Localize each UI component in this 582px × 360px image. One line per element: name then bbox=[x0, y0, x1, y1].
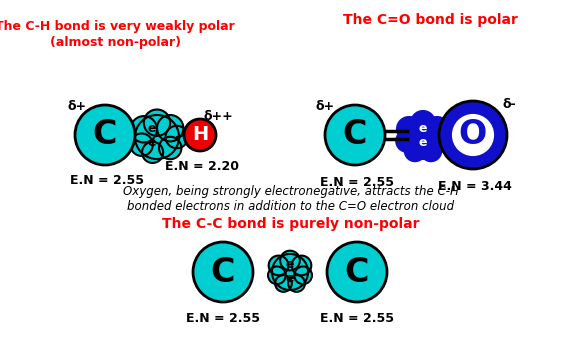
Text: E.N = 2.55: E.N = 2.55 bbox=[186, 312, 260, 325]
Circle shape bbox=[411, 111, 435, 135]
Text: The C=O bond is polar: The C=O bond is polar bbox=[343, 13, 517, 27]
Circle shape bbox=[269, 256, 288, 275]
Text: e: e bbox=[286, 271, 294, 284]
Text: δ+: δ+ bbox=[68, 100, 87, 113]
Text: δ-: δ- bbox=[502, 99, 516, 112]
Circle shape bbox=[142, 142, 163, 163]
Circle shape bbox=[397, 117, 421, 141]
Text: The C-C bond is purely non-polar: The C-C bond is purely non-polar bbox=[162, 217, 420, 231]
Text: e: e bbox=[419, 122, 427, 135]
Circle shape bbox=[452, 114, 494, 156]
Text: E.N = 2.55: E.N = 2.55 bbox=[320, 176, 394, 189]
Text: C: C bbox=[345, 256, 369, 288]
Circle shape bbox=[325, 105, 385, 165]
Text: Oxygen, being strongly electronegative, attracts the C-H: Oxygen, being strongly electronegative, … bbox=[123, 185, 459, 198]
Circle shape bbox=[288, 275, 305, 292]
Circle shape bbox=[135, 115, 179, 159]
Text: C: C bbox=[211, 256, 235, 288]
Circle shape bbox=[421, 141, 441, 161]
Circle shape bbox=[130, 116, 157, 143]
Circle shape bbox=[159, 137, 182, 159]
Circle shape bbox=[268, 266, 286, 284]
Text: δ++: δ++ bbox=[203, 111, 233, 123]
Text: C: C bbox=[93, 118, 117, 152]
Circle shape bbox=[439, 101, 507, 169]
Circle shape bbox=[280, 251, 300, 270]
Circle shape bbox=[157, 115, 183, 141]
Text: E.N = 2.20: E.N = 2.20 bbox=[165, 161, 239, 174]
Circle shape bbox=[184, 119, 216, 151]
Text: e: e bbox=[148, 122, 156, 135]
Text: The C-H bond is very weakly polar
(almost non-polar): The C-H bond is very weakly polar (almos… bbox=[0, 20, 235, 49]
Text: H: H bbox=[192, 126, 208, 144]
Circle shape bbox=[405, 141, 425, 161]
Text: E.N = 2.55: E.N = 2.55 bbox=[320, 312, 394, 325]
Circle shape bbox=[144, 109, 170, 136]
Circle shape bbox=[327, 242, 387, 302]
Circle shape bbox=[425, 117, 449, 141]
Text: bonded electrons in addition to the C=O electron cloud: bonded electrons in addition to the C=O … bbox=[127, 201, 455, 213]
Text: δ+: δ+ bbox=[315, 100, 335, 113]
Circle shape bbox=[166, 126, 188, 148]
Circle shape bbox=[292, 256, 311, 275]
Circle shape bbox=[75, 105, 135, 165]
Circle shape bbox=[428, 130, 450, 152]
Circle shape bbox=[275, 275, 292, 292]
Text: e: e bbox=[419, 136, 427, 149]
Text: E.N = 2.55: E.N = 2.55 bbox=[70, 174, 144, 186]
Circle shape bbox=[294, 266, 312, 284]
Text: e: e bbox=[148, 136, 156, 149]
Text: e: e bbox=[286, 257, 294, 270]
Circle shape bbox=[396, 130, 418, 152]
Circle shape bbox=[193, 242, 253, 302]
Circle shape bbox=[401, 115, 445, 159]
Text: O: O bbox=[459, 118, 487, 152]
Circle shape bbox=[130, 134, 153, 156]
Text: E.N = 3.44: E.N = 3.44 bbox=[438, 180, 512, 194]
Text: C: C bbox=[343, 118, 367, 152]
Circle shape bbox=[272, 254, 308, 290]
